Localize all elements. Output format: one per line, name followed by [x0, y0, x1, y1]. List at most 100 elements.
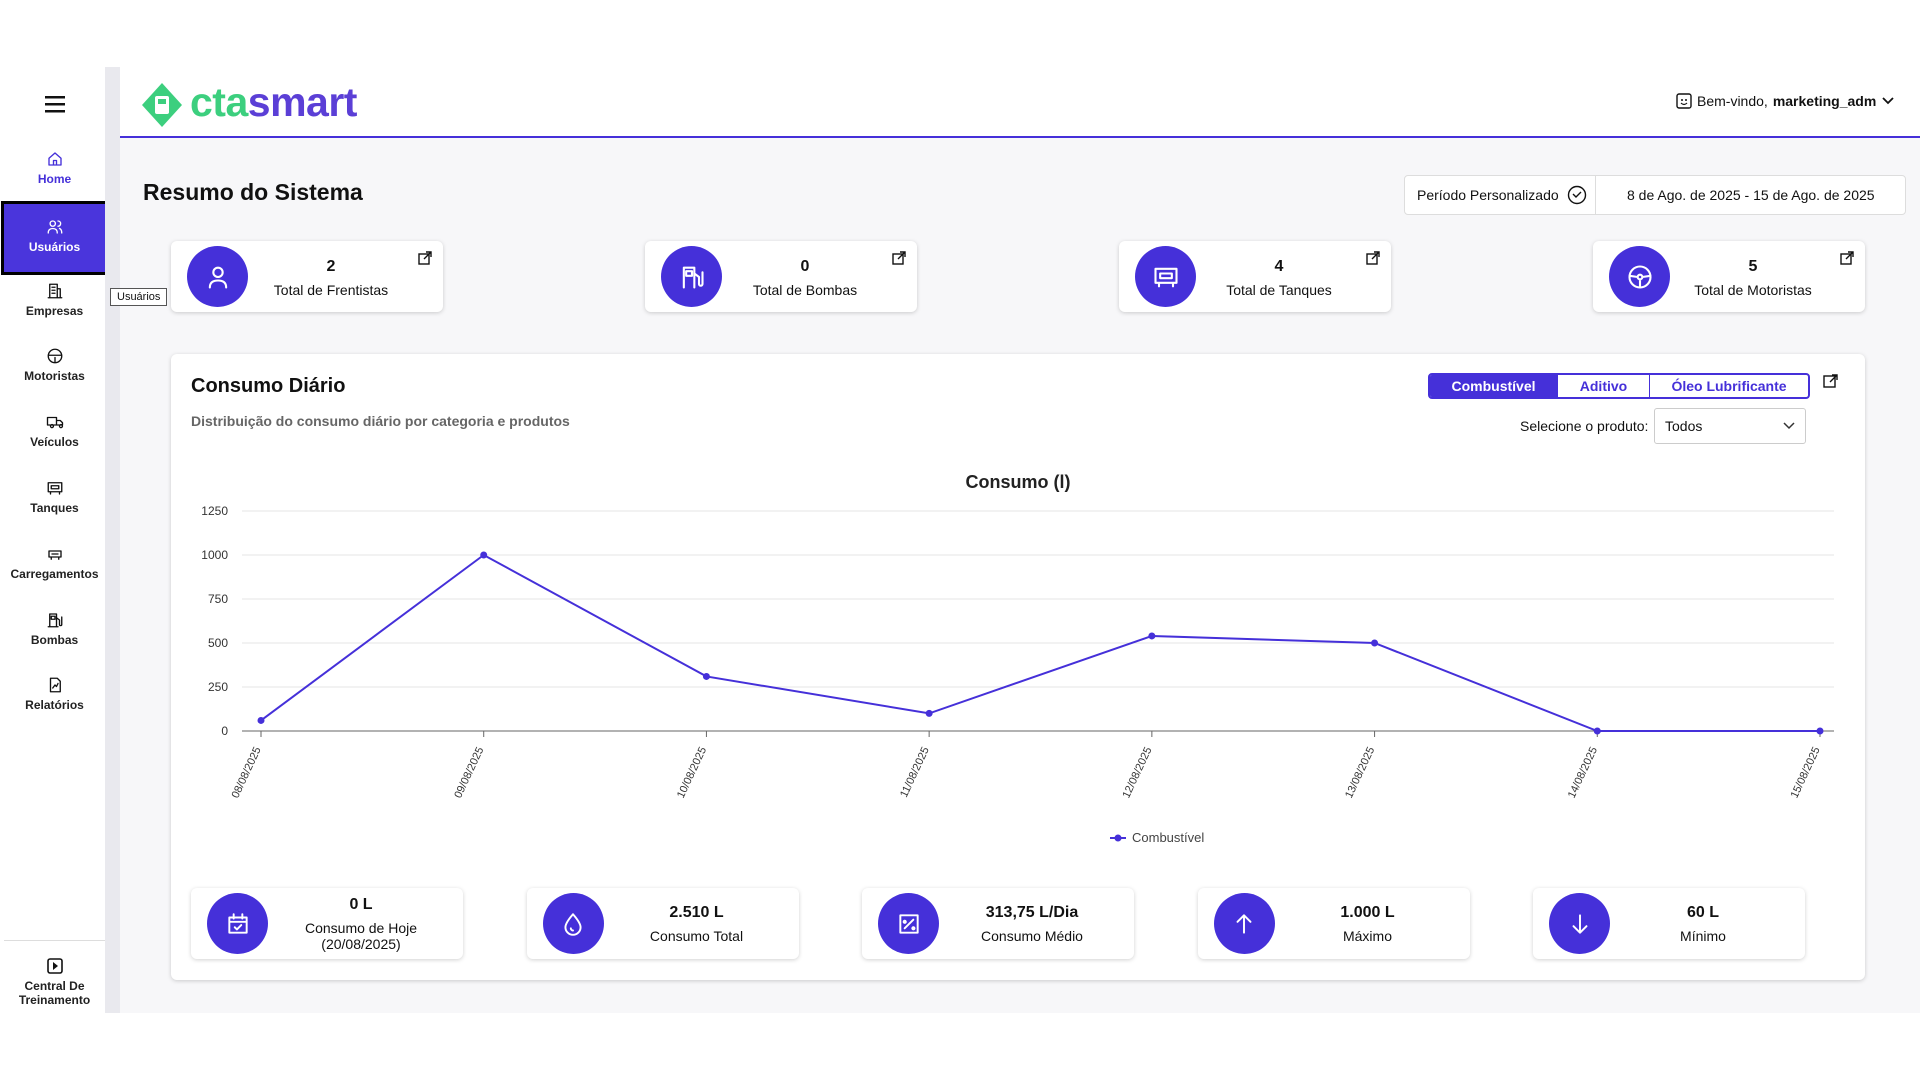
nav-item[interactable]: Veículos	[4, 413, 105, 449]
open-icon	[418, 251, 432, 265]
stat-label: Consumo Médio	[981, 928, 1083, 944]
icon	[682, 266, 704, 289]
card-icon	[661, 246, 722, 307]
stat-value: 313,75 L/Dia	[985, 904, 1079, 921]
stat-value: 60 L	[1686, 904, 1719, 921]
card-link[interactable]	[1366, 251, 1381, 271]
stat-label: Mínimo	[1680, 928, 1726, 944]
x-tick-label: 13/08/2025	[1343, 745, 1377, 800]
stat-card: 0 L Consumo de Hoje (20/08/2025)	[191, 888, 463, 959]
nav-item[interactable]: Usuários	[1, 201, 108, 275]
chevron	[1882, 97, 1894, 105]
stat-label: Máximo	[1342, 928, 1392, 944]
card-link[interactable]	[892, 251, 907, 271]
logo-text: ctasmart	[190, 79, 357, 126]
chart: Consumo (l) 0 250 500 750 1000 1250 08/08/2025 0…	[201, 472, 1834, 845]
stat-text: 60 L Mínimo	[1633, 904, 1773, 944]
nav-item[interactable]: Relatórios	[4, 676, 105, 712]
nav-item[interactable]: Bombas	[4, 611, 105, 647]
logo-part: cta	[190, 79, 248, 125]
x-tick-label: 11/08/2025	[898, 745, 932, 799]
card-value: 5	[1748, 258, 1758, 275]
stat-text: 1.000 L Máximo	[1298, 904, 1438, 944]
sidebar-gap	[105, 67, 120, 1013]
stat-icon	[542, 893, 604, 954]
summary-card: 5 Total de Motoristas	[1593, 241, 1865, 312]
stat-value: 2.510 L	[669, 904, 724, 921]
data-point	[257, 716, 265, 724]
nav-label: Usuários	[28, 240, 81, 254]
panel-subtitle: Distribuição do consumo diário por categ…	[191, 413, 570, 429]
period-icon	[1567, 185, 1587, 205]
stat-text: 0 L Consumo de Hoje (20/08/2025)	[291, 896, 431, 952]
user-menu[interactable]: Bem-vindo, marketing_adm	[1676, 93, 1895, 109]
icon	[47, 220, 62, 234]
data-point	[925, 709, 933, 717]
period-picker[interactable]: Período Personalizado 8 de Ago. de 2025 …	[1404, 175, 1906, 215]
chevron	[1783, 422, 1795, 430]
stat-label: Consumo de Hoje (20/08/2025)	[304, 920, 418, 952]
icon	[564, 912, 582, 936]
icon	[49, 677, 61, 693]
stat-icon	[878, 893, 939, 954]
stat-icon	[1213, 893, 1275, 954]
card-value: 0	[800, 258, 810, 275]
nav-label: Home	[37, 172, 72, 186]
training-icon	[46, 958, 63, 974]
icon	[1627, 264, 1652, 289]
icon	[47, 348, 62, 364]
stat-card: 1.000 L Máximo	[1197, 888, 1470, 959]
y-tick-label: 1000	[201, 548, 228, 562]
menu-button[interactable]	[44, 94, 66, 114]
stat-card: 60 L Mínimo	[1533, 888, 1805, 959]
training-label: Central De Treinamento	[18, 979, 91, 1007]
tab[interactable]: Aditivo	[1557, 375, 1649, 397]
stat-text: 2.510 L Consumo Total	[627, 904, 767, 944]
nav-item[interactable]: Carregamentos	[4, 545, 105, 581]
data-point	[1371, 639, 1379, 647]
icon	[47, 612, 62, 628]
product-value: Todos	[1665, 418, 1703, 434]
card-text: 2 Total de Frentistas	[251, 258, 411, 298]
logo-part: smart	[247, 79, 358, 125]
logo-icon	[142, 83, 182, 127]
x-tick-label: 10/08/2025	[675, 745, 709, 800]
greeting: Bem-vindo,	[1697, 93, 1768, 109]
open-icon	[892, 251, 906, 265]
series-line	[260, 553, 1820, 732]
nav-label: Carregamentos	[10, 566, 99, 581]
icon	[47, 482, 62, 495]
panel-title: Consumo Diário	[191, 375, 346, 397]
stat-card: 313,75 L/Dia Consumo Médio	[862, 888, 1134, 959]
stat-icon	[1549, 893, 1610, 954]
open-icon[interactable]	[1823, 373, 1839, 389]
nav-item[interactable]: Tanques	[4, 479, 105, 515]
icon	[227, 912, 248, 934]
card-value: 2	[326, 258, 336, 275]
data-point	[1816, 727, 1824, 735]
nav-label: Tanques	[30, 501, 79, 515]
tab[interactable]: Óleo Lubrificante	[1649, 375, 1808, 397]
y-tick-label: 500	[208, 636, 228, 650]
icon	[47, 152, 62, 166]
card-link[interactable]	[1840, 251, 1855, 271]
nav-label: Relatórios	[25, 698, 84, 713]
product-label: Selecione o produto:	[1520, 418, 1649, 434]
data-point	[1148, 632, 1156, 640]
card-link[interactable]	[418, 251, 433, 271]
y-tick-label: 750	[208, 592, 228, 606]
stat-value: 0 L	[349, 896, 373, 913]
nav-item[interactable]: Home	[4, 150, 105, 186]
nav-item[interactable]: Empresas	[4, 282, 105, 318]
card-text: 0 Total de Bombas	[725, 258, 885, 298]
legend-label: Combustível	[1132, 830, 1204, 845]
product-select[interactable]: Todos	[1654, 408, 1806, 444]
nav-training[interactable]: Central De Treinamento	[4, 957, 105, 1007]
stat-card: 2.510 L Consumo Total	[526, 888, 799, 959]
sidebar: Home Usuários Empresas Motoristas Veículos Ta…	[1, 67, 108, 1013]
tab[interactable]: Combustível	[1430, 375, 1557, 397]
nav-item[interactable]: Motoristas	[4, 347, 105, 383]
card-label: Total de Tanques	[1226, 282, 1332, 298]
stat-label: Consumo Total	[649, 928, 744, 944]
